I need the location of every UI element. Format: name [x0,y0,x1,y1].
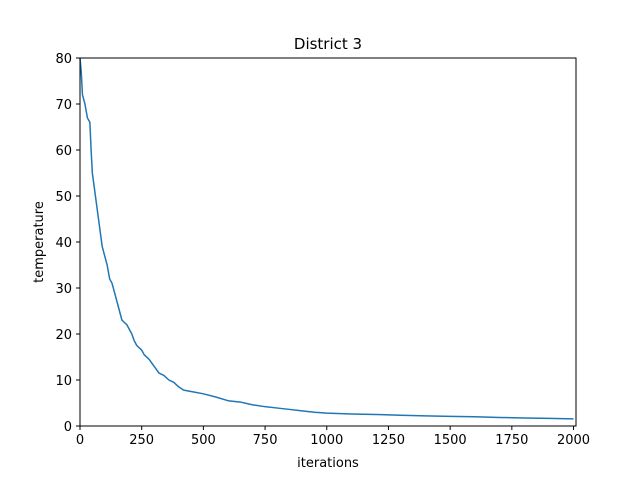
y-tick-label: 60 [55,144,72,159]
y-tick-label: 50 [55,190,72,205]
x-tick-label: 750 [253,433,278,448]
y-tick-label: 80 [55,52,72,67]
y-tick-label: 70 [55,98,72,113]
chart-title: District 3 [294,35,362,53]
x-tick-label: 500 [191,433,216,448]
y-axis-label: temperature [32,201,47,283]
plot-area [80,58,576,426]
y-axis: 0 10 20 30 40 50 60 70 80 [55,52,80,435]
x-tick-label: 250 [129,433,154,448]
x-tick-label: 2000 [557,433,590,448]
x-axis-label: iterations [297,456,359,471]
series-line-temperature [79,57,574,420]
y-tick-label: 40 [55,236,72,251]
y-tick-label: 20 [55,328,72,343]
x-tick-label: 1500 [434,433,467,448]
series-layer [79,57,574,420]
x-tick-label: 1250 [372,433,405,448]
y-tick-label: 30 [55,282,72,297]
x-axis: 0 250 500 750 1000 1250 1500 1750 2000 [76,426,590,448]
y-tick-label: 0 [64,420,72,435]
y-tick-label: 10 [55,374,72,389]
x-tick-label: 1750 [495,433,528,448]
x-tick-label: 1000 [310,433,343,448]
x-tick-label: 0 [76,433,84,448]
